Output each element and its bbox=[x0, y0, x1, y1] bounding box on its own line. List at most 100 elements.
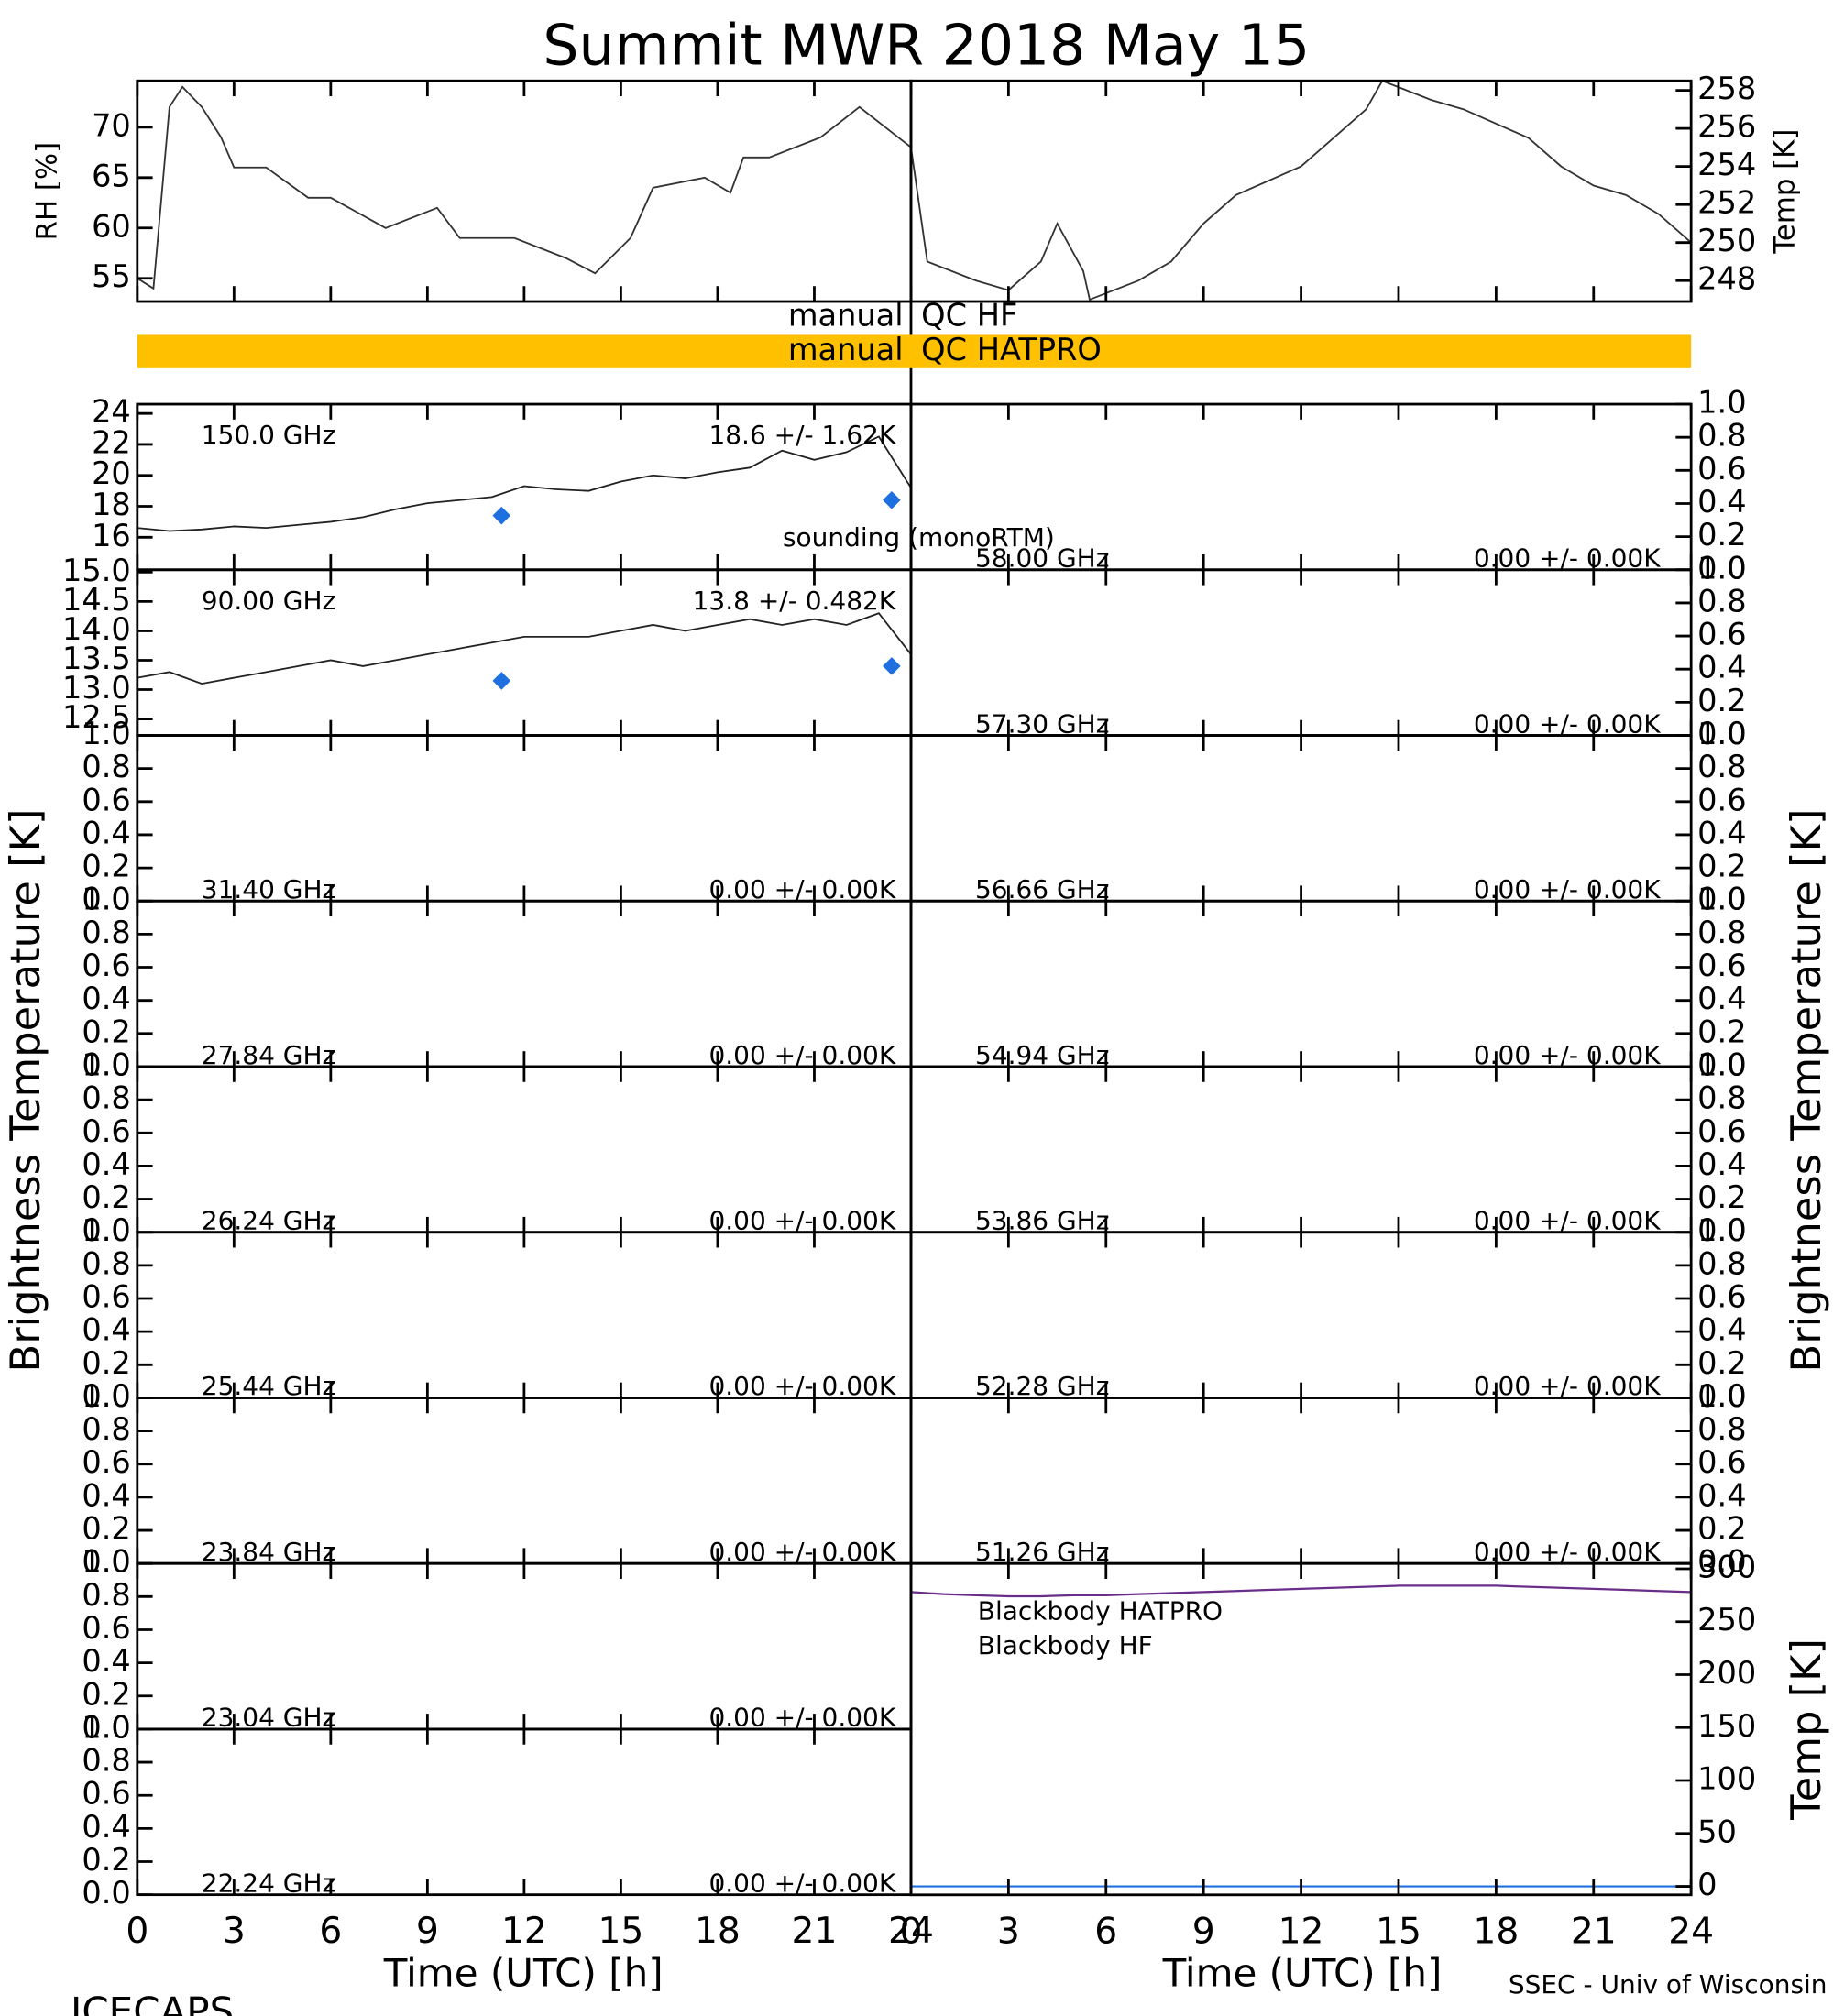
y-tick-label: 0.8 bbox=[82, 1577, 130, 1613]
sounding-label: sounding (monoRTM) bbox=[783, 522, 1055, 553]
y-tick-label: 1.0 bbox=[82, 716, 130, 751]
y-tick-label: 0.6 bbox=[1697, 948, 1746, 983]
y-tick-label: 0.2 bbox=[82, 1345, 130, 1381]
y-tick-label: 0.8 bbox=[1697, 1080, 1746, 1116]
qc-label: QC HATPRO bbox=[921, 332, 1102, 367]
y-tick-label: 200 bbox=[1697, 1655, 1756, 1691]
y-tick-label: 0.8 bbox=[1697, 749, 1746, 784]
legend-entry: Blackbody HF bbox=[978, 1630, 1153, 1660]
channel-stats: 0.00 +/- 0.00K bbox=[1474, 543, 1661, 574]
y-tick-label: 0.2 bbox=[1697, 1179, 1746, 1215]
x-tick-label: 12 bbox=[501, 1911, 547, 1952]
y-tick-label: 0.0 bbox=[1697, 1378, 1746, 1414]
y-tick-label: 0.2 bbox=[82, 1013, 130, 1049]
y-tick-label: 55 bbox=[92, 258, 131, 294]
y-tick-label: 0.2 bbox=[1697, 517, 1746, 553]
y-tick-label: 1.0 bbox=[1697, 385, 1746, 421]
x-tick-label: 0 bbox=[126, 1911, 148, 1952]
channel-stats: 0.00 +/- 0.00K bbox=[708, 874, 895, 904]
qc-label: QC HF bbox=[921, 297, 1017, 333]
channel-label: 58.00 GHz bbox=[975, 543, 1109, 574]
y-tick-label: 0.2 bbox=[82, 1842, 130, 1878]
y-tick-label: 0 bbox=[1697, 1867, 1717, 1902]
y-tick-label: 0.0 bbox=[82, 1544, 130, 1580]
y-tick-label: 0.8 bbox=[1697, 1245, 1746, 1281]
x-tick-label: 9 bbox=[416, 1911, 439, 1952]
y-tick-label: 1.0 bbox=[82, 1212, 130, 1248]
y-tick-label: 0.8 bbox=[1697, 583, 1746, 619]
y-tick-label: 0.8 bbox=[82, 1411, 130, 1447]
y-axis-label: Temp [K] bbox=[1782, 1638, 1830, 1821]
y-tick-label: 300 bbox=[1697, 1549, 1756, 1584]
y-tick-label: 0.2 bbox=[1697, 683, 1746, 718]
y-tick-label: 70 bbox=[92, 107, 131, 143]
x-tick-label: 3 bbox=[223, 1911, 246, 1952]
channel-label: 23.84 GHz bbox=[202, 1537, 335, 1567]
y-tick-label: 14.0 bbox=[62, 611, 131, 647]
y-tick-label: 0.4 bbox=[1697, 484, 1746, 520]
channel-label: 31.40 GHz bbox=[202, 874, 335, 904]
footer-left: ICECAPS bbox=[71, 1989, 234, 2016]
y-tick-label: 0.6 bbox=[1697, 782, 1746, 817]
channel-label: 57.30 GHz bbox=[975, 708, 1109, 739]
x-tick-label: 21 bbox=[792, 1911, 838, 1952]
y-tick-label: 0.2 bbox=[1697, 849, 1746, 884]
y-tick-label: 0.0 bbox=[1697, 1046, 1746, 1082]
channel-stats: 0.00 +/- 0.00K bbox=[1474, 874, 1661, 904]
y-tick-label: 0.8 bbox=[1697, 418, 1746, 454]
x-tick-label: 6 bbox=[319, 1911, 342, 1952]
footer-right: SSEC - Univ of Wisconsin bbox=[1509, 1969, 1828, 2000]
series-line bbox=[910, 1584, 1692, 1598]
x-axis-label: Time (UTC) [h] bbox=[383, 1950, 664, 1995]
channel-stats: 0.00 +/- 0.00K bbox=[1474, 1040, 1661, 1070]
x-tick-label: 12 bbox=[1279, 1911, 1324, 1952]
y-tick-label: 0.4 bbox=[82, 1477, 130, 1513]
y-tick-label: 22 bbox=[92, 424, 131, 460]
y-axis-label: RH [%] bbox=[31, 142, 64, 241]
channel-stats: 18.6 +/- 1.62K bbox=[708, 420, 895, 450]
sounding-point bbox=[492, 672, 511, 690]
data-line bbox=[137, 612, 912, 685]
y-tick-label: 250 bbox=[1697, 1602, 1756, 1638]
y-tick-label: 0.6 bbox=[1697, 1113, 1746, 1149]
y-tick-label: 0.8 bbox=[82, 1743, 130, 1779]
chart-title: Summit MWR 2018 May 15 bbox=[543, 12, 1310, 78]
x-axis-label: Time (UTC) [h] bbox=[1162, 1950, 1443, 1995]
channel-label: 27.84 GHz bbox=[202, 1040, 335, 1070]
x-tick-label: 9 bbox=[1192, 1911, 1215, 1952]
y-tick-label: 0.4 bbox=[1697, 981, 1746, 1016]
channel-label: 23.04 GHz bbox=[202, 1703, 335, 1733]
x-tick-label: 15 bbox=[598, 1911, 643, 1952]
sounding-point bbox=[492, 506, 511, 525]
data-line bbox=[137, 435, 912, 532]
y-tick-label: 1.0 bbox=[1697, 882, 1746, 917]
y-tick-label: 0.2 bbox=[1697, 1013, 1746, 1049]
y-tick-label: 0.0 bbox=[1697, 882, 1746, 917]
y-tick-label: 0.4 bbox=[82, 1312, 130, 1348]
y-tick-label: 24 bbox=[92, 394, 131, 430]
y-tick-label: 13.0 bbox=[62, 670, 131, 706]
y-tick-label: 0.2 bbox=[82, 1179, 130, 1215]
qc-flag: manual bbox=[788, 297, 904, 333]
y-tick-label: 0.4 bbox=[82, 1146, 130, 1182]
channel-label: 53.86 GHz bbox=[975, 1206, 1109, 1236]
channel-label: 90.00 GHz bbox=[202, 586, 335, 616]
y-tick-label: 0.2 bbox=[1697, 1511, 1746, 1547]
y-tick-label: 0.0 bbox=[82, 1046, 130, 1082]
y-tick-label: 1.0 bbox=[1697, 550, 1746, 586]
channel-stats: 0.00 +/- 0.00K bbox=[708, 1371, 895, 1401]
y-tick-label: 0.0 bbox=[82, 1378, 130, 1414]
y-tick-label: 65 bbox=[92, 158, 131, 193]
data-line bbox=[137, 85, 912, 290]
x-tick-label: 0 bbox=[900, 1911, 923, 1952]
y-tick-label: 0.6 bbox=[1697, 1279, 1746, 1315]
data-line bbox=[910, 80, 1692, 301]
y-axis-label: Brightness Temperature [K] bbox=[1782, 809, 1830, 1373]
y-tick-label: 0.4 bbox=[1697, 1477, 1746, 1513]
y-tick-label: 0.8 bbox=[1697, 1411, 1746, 1447]
channel-stats: 13.8 +/- 0.482K bbox=[693, 586, 896, 616]
y-tick-label: 0.4 bbox=[82, 1809, 130, 1845]
y-tick-label: 1.0 bbox=[82, 1378, 130, 1414]
channel-label: 22.24 GHz bbox=[202, 1868, 335, 1898]
